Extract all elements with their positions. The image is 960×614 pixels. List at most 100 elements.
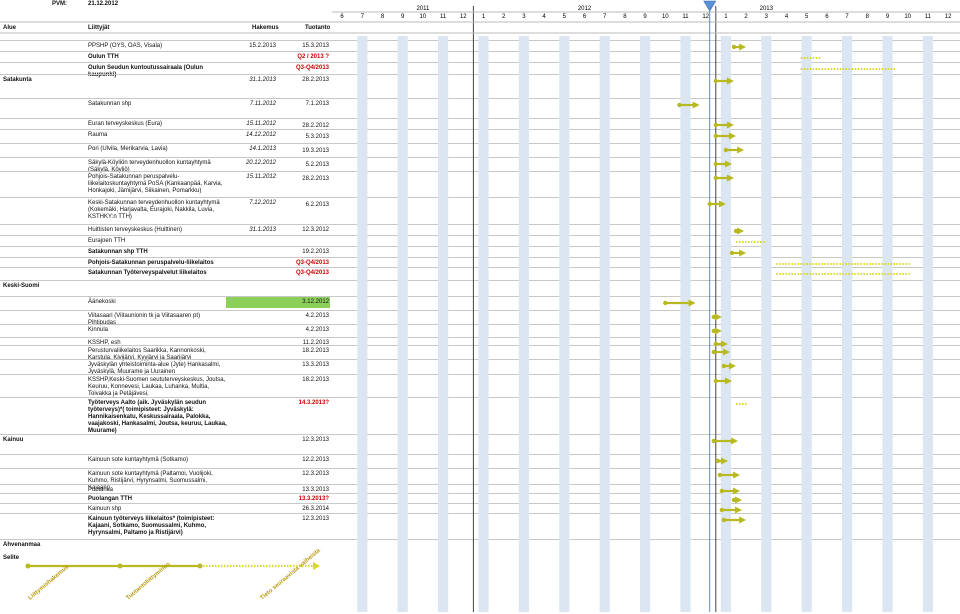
month-label: 5 [563,14,567,20]
row-hakemus: 20.12.2012 [245,160,276,166]
row-tuotanto: 6.2.2013 [305,202,329,208]
gantt-arrow-head [714,327,722,335]
month-label: 10 [904,14,911,20]
row-name: Jyväskylän yhteistoiminta-alue (Jyte) Ha… [88,362,221,375]
row-name: Euran terveyskeskus (Eura) [88,121,163,127]
gantt-arrow-head [724,160,732,168]
row-hakemus: 15.11.2012 [246,174,276,180]
row-name: Kinnula [88,327,109,333]
row-tuotanto: 13.3.2013 [302,362,329,368]
row-tuotanto: 28.2.2013 [302,176,329,182]
row-hakemus: 7.11.2012 [249,101,276,107]
gantt-arrow-head [733,471,741,479]
gantt-arrow-start [731,497,737,503]
gantt-arrow-head [714,313,722,321]
row-tuotanto: 12.3.2012 [302,227,329,233]
row-tuotanto: 3.12.2012 [302,299,329,305]
row-tuotanto: Q2 / 2013 ? [297,54,329,60]
row-tuotanto: 12.3.2013 [302,437,329,443]
row-name: Rauma [88,132,108,138]
month-stripe [801,36,812,612]
gantt-arrow-head [720,457,728,465]
row-hakemus: 31.1.2013 [249,77,276,83]
row-tuotanto: Q3-Q4/2013 [295,270,329,276]
row-tuotanto: 19.2.2013 [302,249,329,255]
month-label: 1 [482,14,486,20]
month-stripe [882,36,893,612]
region-label: Kainuu [3,437,24,443]
gantt-arrow-head [737,146,745,154]
row-tuotanto: 12.3.2013 [302,516,329,522]
gantt-arrow-start [719,507,725,513]
gantt-arrow-start [711,328,716,334]
gantt-arrow-start [713,341,718,347]
gantt-arrow-start [713,161,718,167]
row-hakemus: 15.2.2013 [249,43,276,49]
gantt-arrow-start [677,102,682,108]
gantt-arrow-start [713,78,718,84]
month-stripe [599,36,610,612]
month-stripe [518,36,529,612]
gantt-arrow-head [739,43,747,51]
row-tuotanto: 18.2.2013 [302,377,329,383]
month-stripe [761,36,772,612]
month-label: 4 [785,14,789,20]
gantt-arrow-head [726,174,734,182]
legend-arrow-head [313,562,320,570]
gantt-arrow-start [731,44,737,50]
gantt-arrow-head [737,227,745,235]
legend-bar-start [117,563,123,569]
gantt-arrow-head [726,77,734,85]
gantt-arrow-head [731,437,739,445]
month-label: 10 [662,14,669,20]
month-label: 2 [744,14,748,20]
row-name: KSSHP, esh [88,340,121,346]
row-name: Pohjois-Satakunnan peruspalvelu-liikelai… [88,260,214,266]
row-name: PPSHP (OYS, OAS, Visala) [88,43,163,49]
row-name: Puolangan TTH [88,496,132,502]
gantt-arrow-head [739,516,747,524]
legend-bar-start [25,563,31,569]
gantt-arrow-start [715,458,721,464]
gantt-arrow-start [711,438,716,444]
row-tuotanto: 12.2.2013 [302,457,329,463]
row-tuotanto: Q3-Q4/2013 [295,260,329,266]
row-name: Puolanka [88,487,114,493]
month-label: 9 [886,14,890,20]
row-name: Kainuun shp [88,506,122,512]
pvm-label: PVM: [52,1,67,7]
col-liittyjat: Liittyjät [88,25,110,31]
year-label: 2013 [760,6,774,12]
legend-title: Selite [3,555,20,561]
gantt-arrow-start [713,133,718,139]
month-label: 2 [502,14,506,20]
row-tuotanto: 28.2.2013 [302,77,329,83]
month-label: 8 [866,14,870,20]
month-stripe [680,36,691,612]
row-name: Huittisten terveyskeskus (Huittinen) [88,227,183,233]
row-name: Äänekoski [88,299,116,305]
month-stripe [559,36,570,612]
row-name: Pori (Ulvila, Merikarvia, Lavia) [88,146,168,152]
row-name: Kainuun sote kuntayhtymä (Paltamoi, Vuol… [88,471,213,491]
month-label: 5 [805,14,809,20]
gantt-arrow-start [711,349,716,355]
row-tuotanto: 7.1.2013 [305,101,329,107]
row-tuotanto: 26.3.2014 [302,506,329,512]
gantt-arrow-start [713,378,718,384]
col-alue: Alue [3,25,17,31]
region-label: Ahvenanmaa [3,542,41,548]
row-hakemus: 7.12.2012 [249,200,276,206]
month-label: 6 [340,14,344,20]
legend-item-label: Tieto seuraavista vaiheista [259,547,322,601]
gantt-arrow-start [729,250,735,256]
gantt-arrow-head [729,362,736,370]
gantt-arrow-head [729,132,736,140]
month-stripe [922,36,933,612]
current-date-marker [703,0,717,12]
row-name: KSSHP,Keski-Suomen seututerveyskeskus, J… [88,377,226,397]
row-hakemus: 15.11.2012 [246,121,276,127]
row-name: Oulun Seudun kuntoutussairaala (Oulun ka… [88,65,204,78]
row-tuotanto: 13.3.2013 [302,487,329,493]
